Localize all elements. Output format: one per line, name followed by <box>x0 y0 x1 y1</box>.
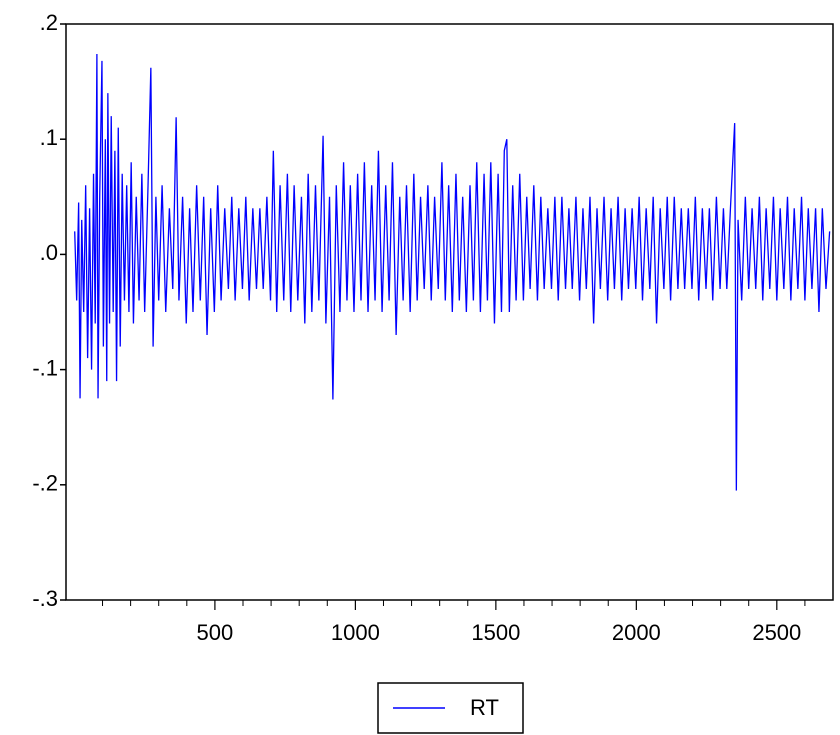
legend-label: RT <box>470 695 499 720</box>
x-tick-label: 1500 <box>471 620 520 645</box>
y-tick-label: -.3 <box>32 586 58 611</box>
x-tick-label: 500 <box>197 620 234 645</box>
y-tick-label: .0 <box>40 240 58 265</box>
x-tick-label: 1000 <box>331 620 380 645</box>
plot-frame <box>65 23 834 601</box>
x-tick-label: 2500 <box>752 620 801 645</box>
y-tick-label: .1 <box>40 125 58 150</box>
data-line <box>74 53 831 491</box>
x-tick-label: 2000 <box>612 620 661 645</box>
y-tick-label: .2 <box>40 10 58 35</box>
y-tick-label: -.1 <box>32 355 58 380</box>
y-tick-label: -.2 <box>32 471 58 496</box>
